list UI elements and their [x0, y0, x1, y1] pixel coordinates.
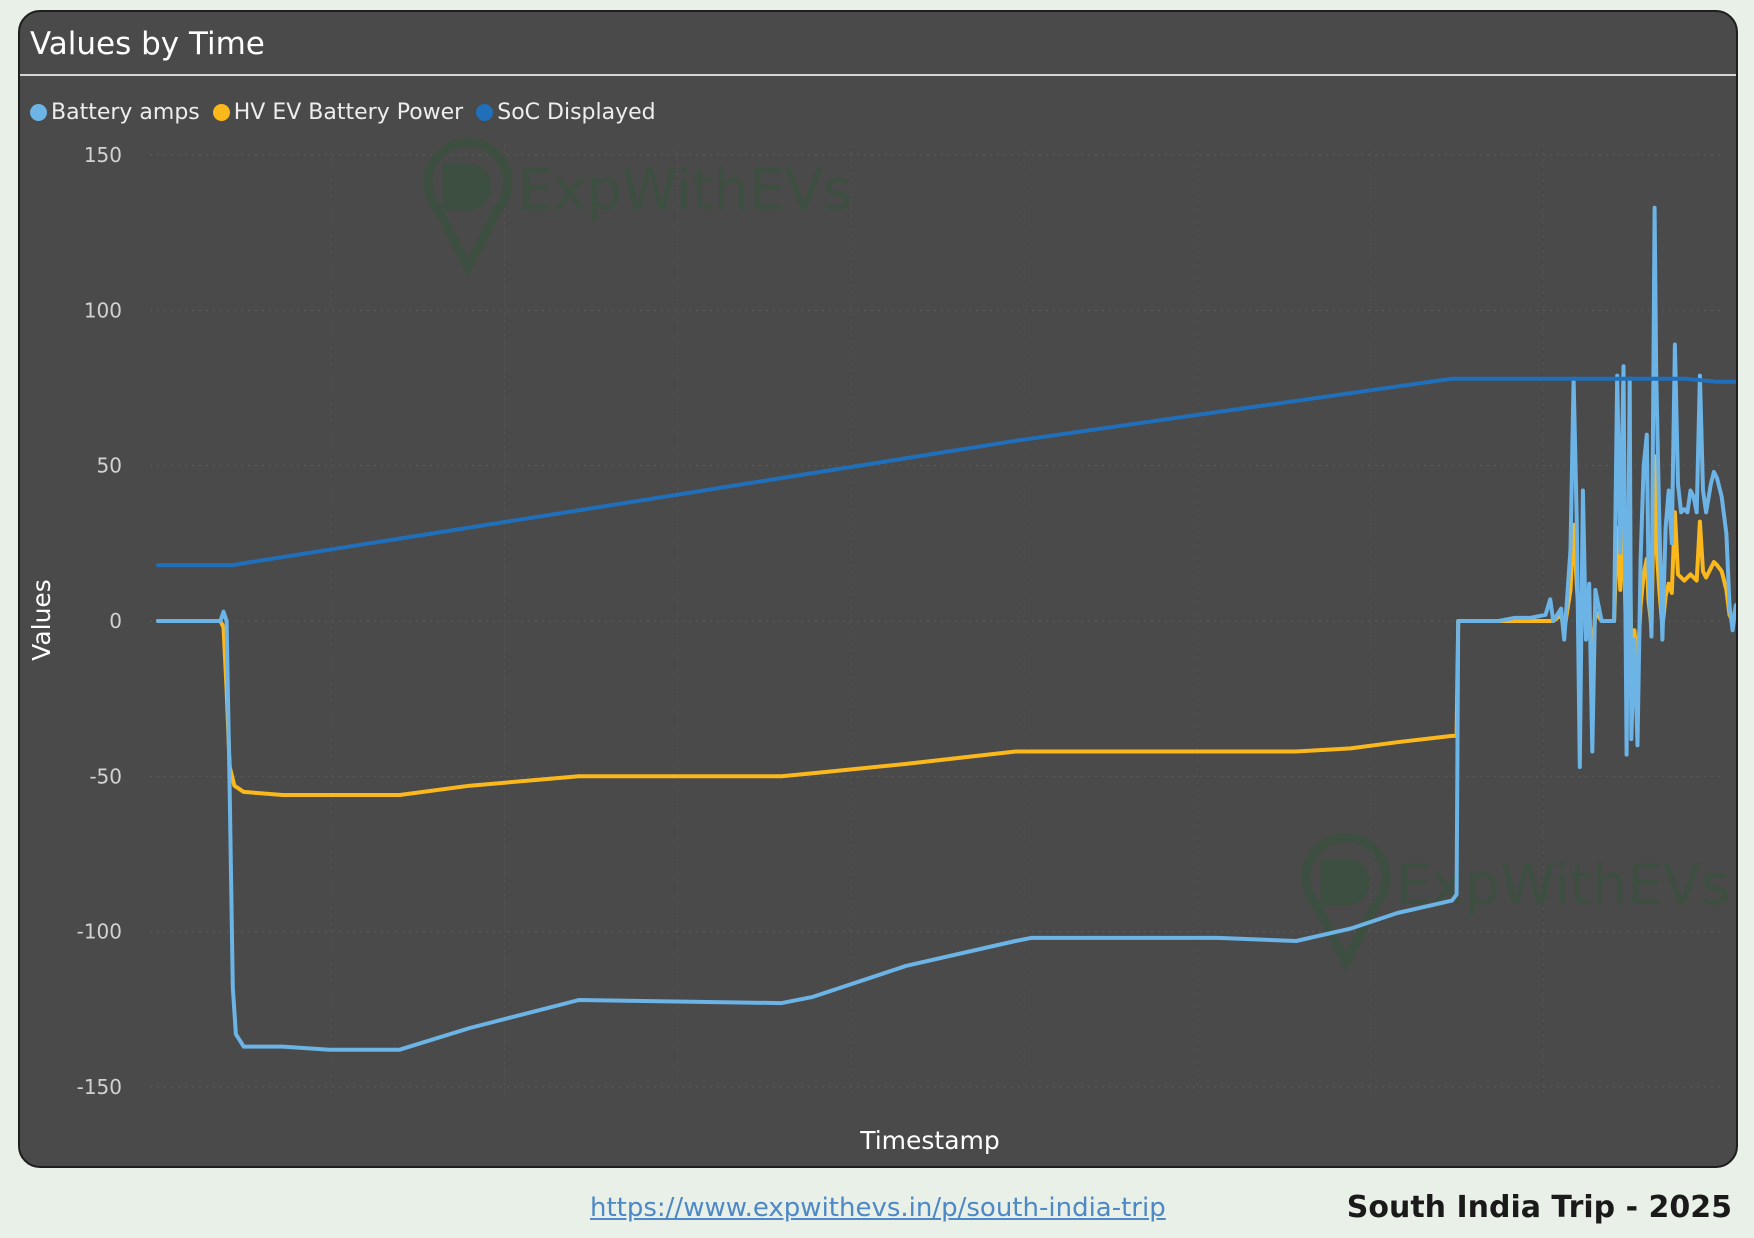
legend-marker-hv-ev-battery-power: [212, 104, 230, 121]
legend-label-hv-ev-battery-power: HV EV Battery Power: [233, 100, 464, 125]
legend-marker-battery-amps: [30, 104, 47, 121]
watermark-text: ExpWithEVs: [518, 158, 852, 223]
y-tick-label: -50: [89, 764, 122, 788]
y-axis-label: Values: [27, 579, 56, 661]
y-tick-label: -100: [77, 920, 122, 944]
legend-label-battery-amps: Battery amps: [51, 100, 200, 125]
watermark-logo: ExpWithEVs: [1301, 833, 1730, 972]
y-axis-ticks: 150 100 50 0 -50 -100 -150: [77, 143, 122, 1099]
title-divider: [20, 74, 1736, 76]
footer-trip-title: South India Trip - 2025: [1346, 1190, 1732, 1225]
watermark-logo: ExpWithEVs: [423, 138, 852, 277]
y-tick-label: 100: [84, 298, 122, 322]
watermark-pin-icon: [423, 138, 513, 277]
watermark-plug-icon: [442, 163, 492, 211]
series-line-soc-displayed: [156, 376, 1736, 568]
x-axis-label: Timestamp: [859, 1126, 1000, 1155]
y-tick-label: -150: [77, 1075, 122, 1099]
y-tick-label: 0: [109, 609, 122, 633]
plot-area: ExpWithEVs ExpWithEVs 150 100 50 0 -50 -100 -15…: [27, 138, 1736, 1155]
chart-card: Values by Time Battery amps HV EV Batter…: [18, 10, 1738, 1168]
legend-marker-soc-displayed: [476, 104, 494, 121]
footer-link[interactable]: https://www.expwithevs.in/p/south-india-…: [590, 1193, 1166, 1223]
legend-item-soc-displayed[interactable]: SoC Displayed: [476, 100, 656, 125]
legend-item-hv-ev-battery-power[interactable]: HV EV Battery Power: [212, 100, 464, 125]
watermarks: ExpWithEVs ExpWithEVs: [423, 138, 1730, 972]
watermark-pin-icon: [1301, 833, 1391, 972]
series-lines: [156, 205, 1736, 1052]
chart-title: Values by Time: [30, 26, 265, 62]
watermark-text: ExpWithEVs: [1396, 853, 1730, 918]
legend: Battery amps HV EV Battery Power SoC Dis…: [30, 100, 669, 125]
series-line-battery-amps: [156, 205, 1736, 1052]
legend-label-soc-displayed: SoC Displayed: [497, 100, 656, 125]
series-line-hv-ev-battery-power: [156, 454, 1736, 797]
y-tick-label: 150: [84, 143, 122, 167]
y-tick-label: 50: [97, 454, 122, 478]
watermark-plug-icon: [1320, 858, 1370, 906]
legend-item-battery-amps[interactable]: Battery amps: [30, 100, 200, 125]
